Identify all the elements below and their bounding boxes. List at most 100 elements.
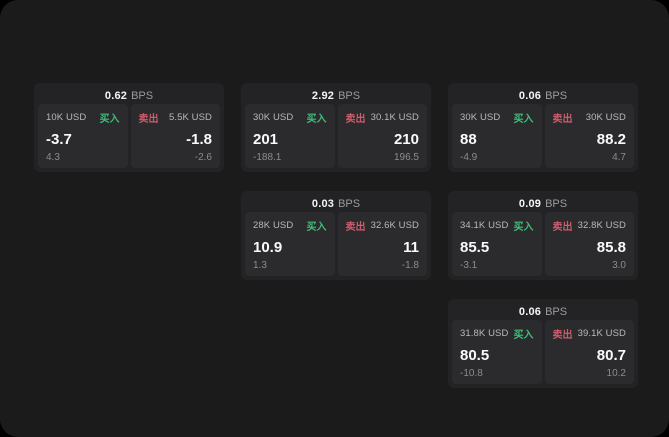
spread-header: 0.62 BPS [38, 87, 220, 104]
buy-label: 买入 [306, 114, 327, 125]
buy-price: 201 [253, 130, 279, 148]
sell-label: 卖出 [138, 114, 159, 125]
spread-value: 0.06 [518, 305, 542, 318]
buy-size: 10K USD [46, 112, 87, 123]
spread-value: 2.92 [311, 89, 335, 102]
sell-tile-header: 卖出 30K USD [553, 110, 627, 125]
spread-unit: BPS [338, 89, 361, 102]
sell-price: 210 [393, 130, 419, 148]
sell-delta: 10.2 [606, 368, 626, 379]
quote-tiles: 34.1K USD 买入 85.5 -3.1 卖出 32.8K USD 85.8… [452, 212, 634, 276]
buy-tile[interactable]: 28K USD 买入 10.9 1.3 [245, 212, 335, 276]
quote-card: 0.06 BPS 30K USD 买入 88 -4.9 卖出 30K USD 8… [448, 83, 638, 172]
quote-tiles: 30K USD 买入 88 -4.9 卖出 30K USD 88.2 4.7 [452, 104, 634, 168]
buy-delta: 4.3 [46, 152, 60, 163]
sell-size: 30.1K USD [370, 112, 419, 123]
quote-tiles: 28K USD 买入 10.9 1.3 卖出 32.6K USD 11 -1.8 [245, 212, 427, 276]
sell-price: 88.2 [596, 130, 626, 148]
sell-tile-header: 卖出 39.1K USD [553, 326, 627, 341]
sell-tile[interactable]: 卖出 30K USD 88.2 4.7 [544, 104, 634, 168]
sell-size: 32.6K USD [370, 220, 419, 231]
sell-label: 卖出 [552, 114, 573, 125]
buy-price: 85.5 [460, 238, 490, 256]
buy-price: 88 [460, 130, 477, 148]
quote-cards-grid: 0.62 BPS 10K USD 买入 -3.7 4.3 卖出 5.5K USD… [34, 83, 638, 388]
spread-header: 2.92 BPS [245, 87, 427, 104]
spread-unit: BPS [338, 197, 361, 210]
quote-tiles: 30K USD 买入 201 -188.1 卖出 30.1K USD 210 1… [245, 104, 427, 168]
spread-value: 0.06 [518, 89, 542, 102]
quote-card: 0.62 BPS 10K USD 买入 -3.7 4.3 卖出 5.5K USD… [34, 83, 224, 172]
sell-price: 11 [403, 238, 419, 256]
spread-header: 0.09 BPS [452, 195, 634, 212]
sell-delta: -1.8 [401, 260, 419, 271]
buy-tile-header: 28K USD 买入 [253, 218, 327, 233]
quote-tiles: 31.8K USD 买入 80.5 -10.8 卖出 39.1K USD 80.… [452, 320, 634, 384]
sell-size: 39.1K USD [577, 328, 626, 339]
buy-tile-header: 30K USD 买入 [253, 110, 327, 125]
buy-price: -3.7 [46, 130, 72, 148]
sell-size: 30K USD [585, 112, 626, 123]
sell-tile[interactable]: 卖出 30.1K USD 210 196.5 [337, 104, 427, 168]
quote-tiles: 10K USD 买入 -3.7 4.3 卖出 5.5K USD -1.8 -2.… [38, 104, 220, 168]
sell-tile-header: 卖出 32.6K USD [346, 218, 420, 233]
sell-delta: 196.5 [393, 152, 419, 163]
sell-delta: -2.6 [194, 152, 212, 163]
sell-size: 5.5K USD [168, 112, 212, 123]
sell-tile[interactable]: 卖出 39.1K USD 80.7 10.2 [544, 320, 634, 384]
buy-delta: -4.9 [460, 152, 478, 163]
sell-label: 卖出 [345, 222, 366, 233]
buy-tile[interactable]: 10K USD 买入 -3.7 4.3 [38, 104, 128, 168]
buy-tile[interactable]: 30K USD 买入 201 -188.1 [245, 104, 335, 168]
spread-unit: BPS [545, 197, 568, 210]
buy-price: 80.5 [460, 346, 490, 364]
buy-size: 30K USD [253, 112, 294, 123]
sell-tile-header: 卖出 32.8K USD [553, 218, 627, 233]
buy-label: 买入 [99, 114, 120, 125]
sell-label: 卖出 [552, 222, 573, 233]
spread-unit: BPS [545, 305, 568, 318]
sell-tile[interactable]: 卖出 5.5K USD -1.8 -2.6 [130, 104, 220, 168]
sell-tile[interactable]: 卖出 32.8K USD 85.8 3.0 [544, 212, 634, 276]
buy-size: 34.1K USD [460, 220, 509, 231]
spread-value: 0.62 [104, 89, 128, 102]
sell-price: 85.8 [596, 238, 626, 256]
quote-card: 0.06 BPS 31.8K USD 买入 80.5 -10.8 卖出 39.1… [448, 299, 638, 388]
sell-price: -1.8 [186, 130, 212, 148]
sell-price: 80.7 [596, 346, 626, 364]
spread-header: 0.06 BPS [452, 87, 634, 104]
buy-tile[interactable]: 34.1K USD 买入 85.5 -3.1 [452, 212, 542, 276]
buy-tile[interactable]: 31.8K USD 买入 80.5 -10.8 [452, 320, 542, 384]
sell-tile-header: 卖出 30.1K USD [346, 110, 420, 125]
buy-label: 买入 [513, 222, 534, 233]
buy-label: 买入 [306, 222, 327, 233]
spread-header: 0.03 BPS [245, 195, 427, 212]
spread-value: 0.09 [518, 197, 542, 210]
buy-price: 10.9 [253, 238, 283, 256]
sell-tile-header: 卖出 5.5K USD [139, 110, 213, 125]
spread-unit: BPS [131, 89, 154, 102]
spread-value: 0.03 [311, 197, 335, 210]
buy-tile-header: 30K USD 买入 [460, 110, 534, 125]
buy-size: 28K USD [253, 220, 294, 231]
sell-size: 32.8K USD [577, 220, 626, 231]
sell-label: 卖出 [345, 114, 366, 125]
quote-card: 2.92 BPS 30K USD 买入 201 -188.1 卖出 30.1K … [241, 83, 431, 172]
buy-label: 买入 [513, 114, 534, 125]
quote-card: 0.03 BPS 28K USD 买入 10.9 1.3 卖出 32.6K US… [241, 191, 431, 280]
quote-card: 0.09 BPS 34.1K USD 买入 85.5 -3.1 卖出 32.8K… [448, 191, 638, 280]
buy-tile[interactable]: 30K USD 买入 88 -4.9 [452, 104, 542, 168]
buy-tile-header: 10K USD 买入 [46, 110, 120, 125]
buy-size: 31.8K USD [460, 328, 509, 339]
buy-delta: -3.1 [460, 260, 478, 271]
spread-header: 0.06 BPS [452, 303, 634, 320]
sell-delta: 4.7 [612, 152, 626, 163]
sell-label: 卖出 [552, 330, 573, 341]
sell-delta: 3.0 [612, 260, 626, 271]
sell-tile[interactable]: 卖出 32.6K USD 11 -1.8 [337, 212, 427, 276]
buy-size: 30K USD [460, 112, 501, 123]
buy-tile-header: 31.8K USD 买入 [460, 326, 534, 341]
buy-tile-header: 34.1K USD 买入 [460, 218, 534, 233]
buy-delta: -10.8 [460, 368, 483, 379]
